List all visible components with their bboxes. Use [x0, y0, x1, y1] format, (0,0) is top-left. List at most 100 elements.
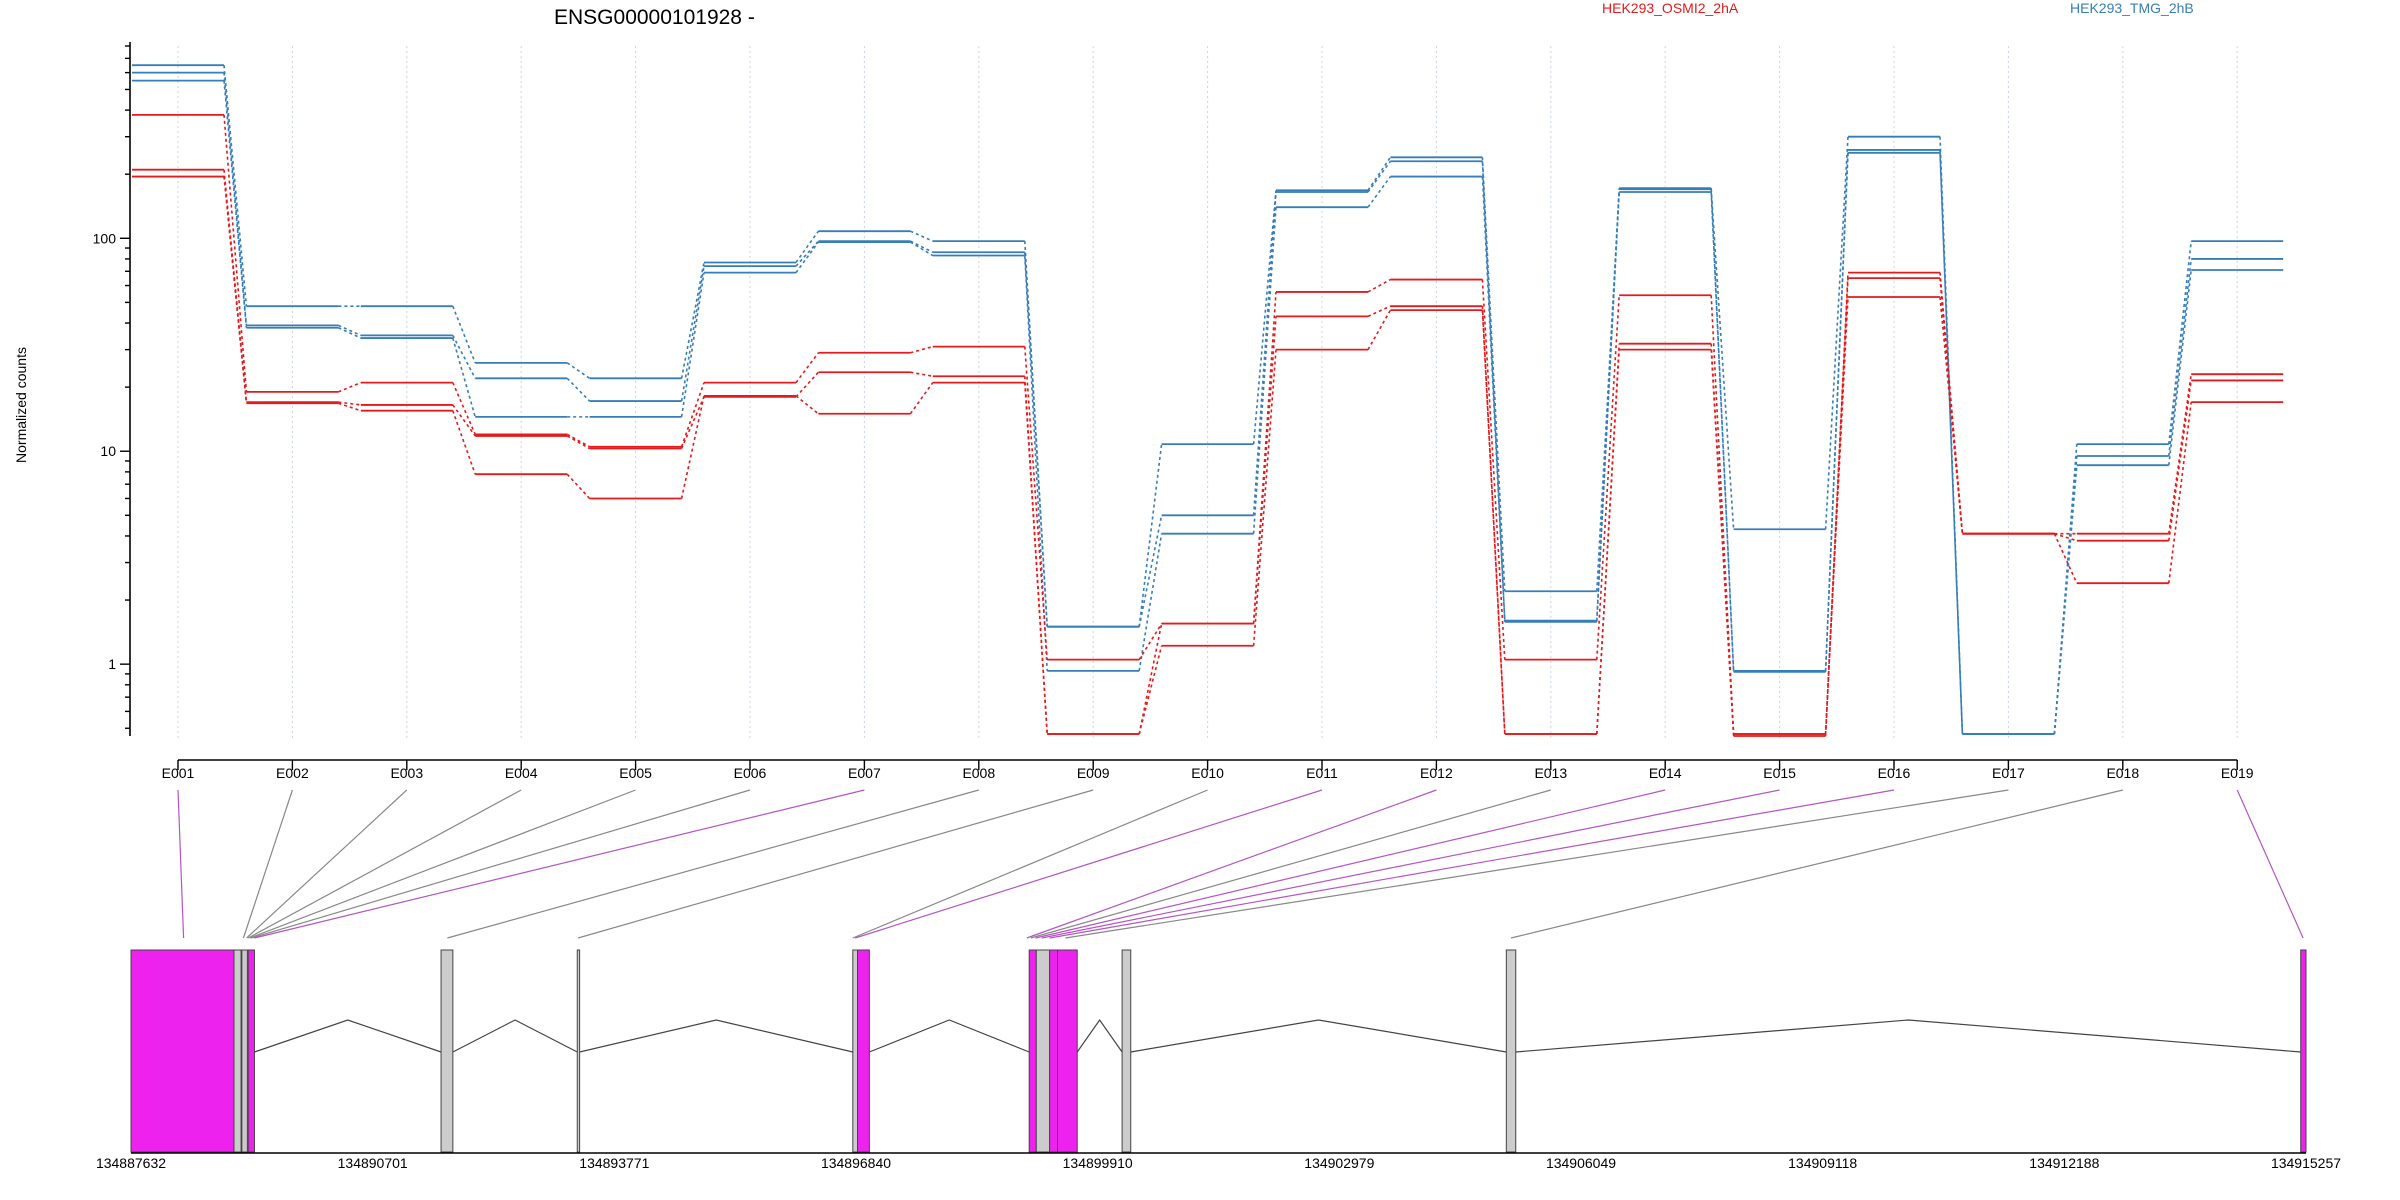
series-4-connector	[2168, 374, 2192, 534]
series-2-connector	[680, 266, 705, 402]
series-3-connector	[452, 337, 476, 418]
intron-line	[869, 1019, 1030, 1053]
intron-line	[254, 1019, 442, 1053]
exon-box	[1028, 949, 1037, 1153]
series-5-connector	[910, 371, 933, 378]
exon-box	[233, 949, 242, 1153]
genomic-tick-label: 134912188	[2029, 1155, 2099, 1171]
series-4-connector	[452, 382, 476, 435]
series-1-connector	[795, 230, 820, 263]
series-2-connector	[1138, 515, 1163, 627]
intron-line	[1130, 1019, 1507, 1053]
feature-link-e006	[251, 789, 751, 939]
series-3-connector	[2168, 269, 2192, 466]
series-3	[132, 79, 2284, 735]
series-4-connector	[1596, 295, 1620, 660]
series-3-connector	[909, 241, 934, 257]
series-4-connector	[795, 352, 820, 384]
exon-box	[1049, 949, 1059, 1153]
series-lines	[132, 64, 2284, 737]
series-6-connector	[452, 410, 476, 475]
series-6-connector	[1481, 310, 1506, 735]
feature-link-e015	[1041, 789, 1780, 939]
series-6	[132, 175, 2284, 735]
legend-label-condition-a: HEK293_OSMI2_2hA	[1602, 0, 1739, 16]
series-6-connector	[2168, 402, 2192, 584]
x-tick-label-e010: E010	[1191, 765, 1224, 781]
genomic-tick-label: 134893771	[579, 1155, 649, 1171]
exon-box	[1035, 949, 1051, 1153]
series-6-connector	[1024, 382, 1048, 735]
feature-link-e012	[1026, 789, 1437, 939]
feature-link-e010	[852, 789, 1208, 939]
series-6-connector	[2053, 533, 2078, 584]
series-4-connector	[680, 382, 705, 447]
series-1-connector	[910, 230, 934, 242]
series-4-connector	[1367, 278, 1391, 293]
feature-link-e019	[2236, 789, 2304, 939]
series-2-connector	[910, 240, 934, 253]
exon-box	[130, 949, 235, 1153]
series-3-connector	[1710, 191, 1735, 672]
series-3-connector	[680, 272, 705, 417]
series-3-connector	[2053, 465, 2078, 735]
series-2-connector	[1939, 149, 1964, 735]
series-1-connector	[452, 305, 476, 364]
intron-line	[452, 1019, 578, 1053]
x-tick-label-e001: E001	[162, 765, 195, 781]
series-5-connector	[1367, 305, 1391, 318]
series-6-connector	[680, 395, 705, 499]
series-6-connector	[1710, 349, 1735, 735]
series-3-connector	[1596, 191, 1620, 622]
genomic-tick-label: 134890701	[338, 1155, 408, 1171]
feature-link-e016	[1049, 789, 1895, 939]
x-tick-label-e017: E017	[1992, 765, 2025, 781]
x-tick-label-e007: E007	[848, 765, 881, 781]
series-4-connector	[338, 381, 362, 393]
feature-link-e009	[577, 789, 1094, 939]
series-5-connector	[338, 401, 361, 406]
series-1-connector	[1252, 190, 1277, 445]
feature-link-e001	[177, 789, 185, 939]
series-5-connector	[566, 435, 590, 450]
y-tick-label: 1	[108, 656, 116, 672]
series-1-connector	[1596, 189, 1620, 592]
series-6-connector	[338, 402, 362, 412]
series-6-connector	[566, 473, 591, 500]
series-2-connector	[1824, 149, 1849, 671]
genomic-tick-label: 134899910	[1063, 1155, 1133, 1171]
x-tick-label-e013: E013	[1534, 765, 1567, 781]
series-2-connector	[1252, 191, 1277, 516]
intron-line	[1515, 1019, 2301, 1053]
gene-model: 134887632 134890701 134893771 134896840 1348…	[96, 949, 2341, 1171]
series-3-connector	[1824, 152, 1849, 672]
exon-box	[1057, 949, 1078, 1153]
feature-link-e014	[1035, 789, 1666, 939]
genomic-tick-label: 134887632	[96, 1155, 166, 1171]
series-5-connector	[452, 404, 476, 437]
series-2-connector	[223, 72, 248, 326]
series-1-connector	[566, 362, 591, 379]
exon-box	[2300, 949, 2307, 1153]
genomic-tick-label: 134896840	[821, 1155, 891, 1171]
feature-link-e005	[249, 789, 636, 939]
x-tick-label-e006: E006	[734, 765, 767, 781]
series-3-connector	[1481, 176, 1506, 622]
exon-box	[1121, 949, 1132, 1153]
exon-box	[857, 949, 870, 1153]
x-tick-label-e005: E005	[619, 765, 652, 781]
feature-link-e008	[447, 789, 979, 939]
series-6-connector	[1252, 349, 1277, 646]
legend-label-condition-b: HEK293_TMG_2hB	[2070, 0, 2194, 16]
x-tick-label-e016: E016	[1878, 765, 1911, 781]
series-6-connector	[223, 176, 248, 404]
series-2-connector	[338, 324, 362, 337]
x-tick-label-e002: E002	[276, 765, 309, 781]
x-tick-label-e011: E011	[1306, 765, 1338, 781]
series-5-connector	[2168, 380, 2192, 541]
series-2-connector	[452, 335, 476, 379]
feature-link-e002	[242, 789, 293, 939]
genomic-tick-label: 134906049	[1546, 1155, 1616, 1171]
series-1-connector	[2168, 241, 2192, 445]
